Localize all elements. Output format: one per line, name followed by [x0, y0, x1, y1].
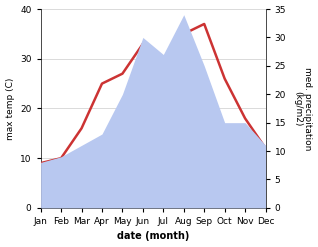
Y-axis label: med. precipitation
(kg/m2): med. precipitation (kg/m2): [293, 67, 313, 150]
Y-axis label: max temp (C): max temp (C): [5, 77, 15, 140]
X-axis label: date (month): date (month): [117, 231, 189, 242]
